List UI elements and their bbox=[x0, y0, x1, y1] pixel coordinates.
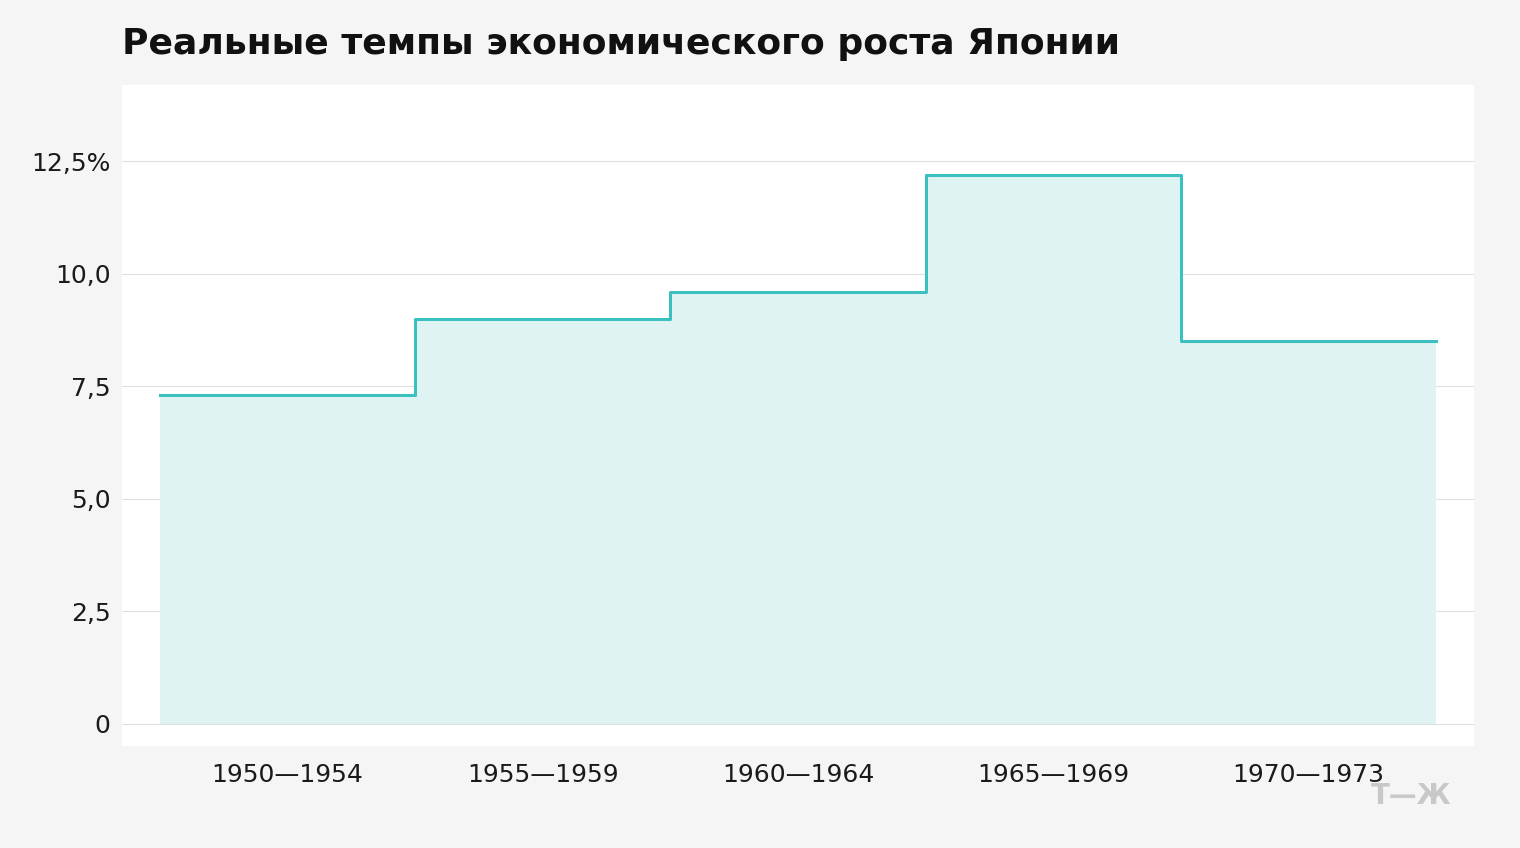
Text: Реальные темпы экономического роста Японии: Реальные темпы экономического роста Япон… bbox=[122, 27, 1120, 61]
Polygon shape bbox=[160, 175, 1436, 723]
Text: T—Ж: T—Ж bbox=[1371, 782, 1452, 810]
